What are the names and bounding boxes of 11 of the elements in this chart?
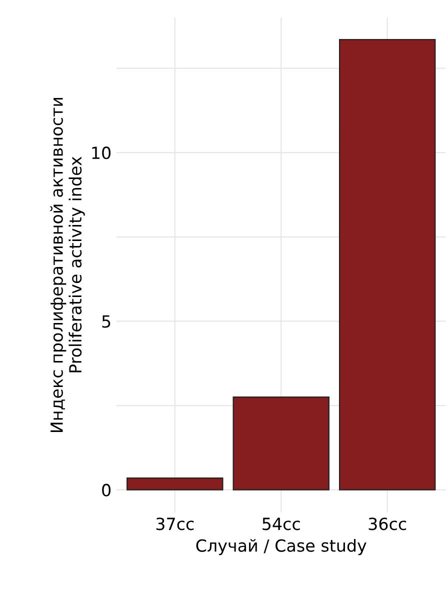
bar bbox=[232, 396, 330, 490]
x-tick-label: 36cc bbox=[368, 518, 406, 530]
y-tick-label: 10 bbox=[92, 146, 111, 160]
x-axis-title: Случай / Case study bbox=[196, 538, 366, 556]
y-tick-label: 5 bbox=[102, 315, 110, 328]
y-tick-label: 0 bbox=[102, 484, 111, 496]
y-axis-title: Индекс пролиферативной активности Proliferative activity index bbox=[50, 98, 85, 432]
x-tick-label: 54cc bbox=[262, 518, 300, 530]
bar bbox=[338, 39, 436, 490]
bar bbox=[126, 477, 224, 490]
x-tick-label: 37cc bbox=[156, 518, 194, 530]
